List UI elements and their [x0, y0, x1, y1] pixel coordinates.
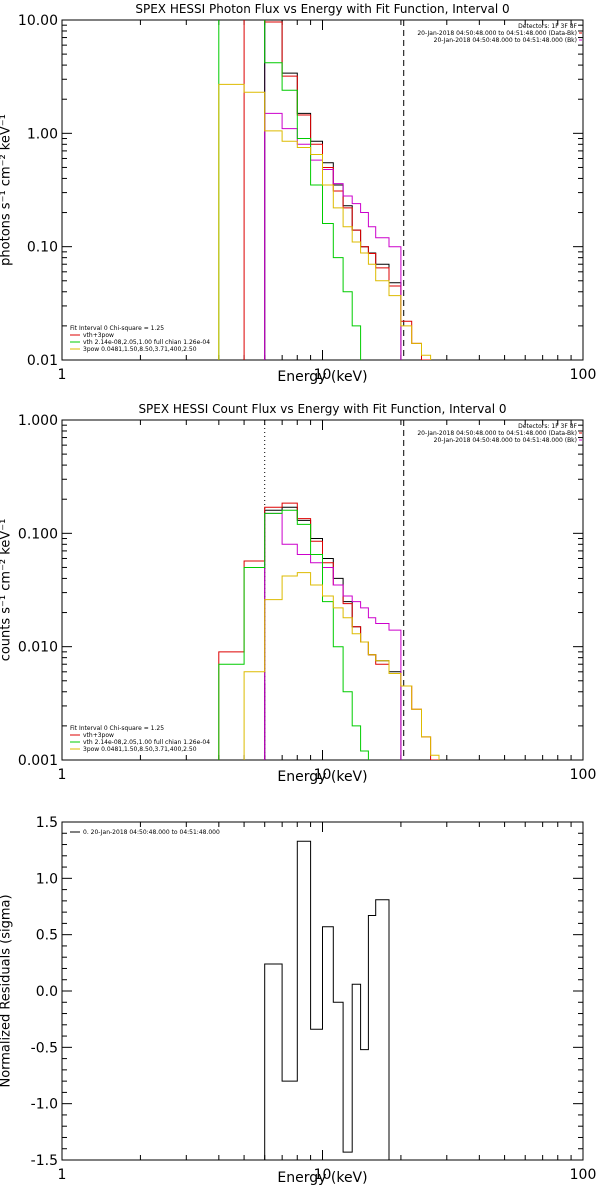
series-line-magenta [264, 512, 402, 760]
header-text: 20-Jan-2018 04:50:48.000 to 04:51:48.000… [417, 30, 577, 37]
x-axis-label: Energy (keV) [277, 369, 367, 385]
y-tick-label: 0.0 [36, 984, 58, 1000]
legend-title: Fit Interval 0 Chi-square = 1.25 [70, 325, 164, 332]
legend-label: 3pow 0.0481,1.50,8.50,3.71,400,2.50 [83, 346, 197, 353]
legend-label: vth+3pow [83, 332, 114, 339]
x-tick-label: 100 [570, 767, 597, 783]
y-tick-label: 1.0 [36, 871, 58, 887]
series-line-magenta [264, 112, 402, 360]
y-axis-label: counts s⁻¹ cm⁻² keV⁻¹ [0, 519, 14, 662]
header-text: Detectors: 1F 3F 8F [518, 23, 577, 30]
legend-title: Fit Interval 0 Chi-square = 1.25 [70, 725, 164, 732]
x-tick-label: 10 [314, 1167, 332, 1183]
series-line-black [264, 20, 402, 360]
x-tick-label: 10 [314, 367, 332, 383]
y-tick-label: 1.5 [36, 815, 58, 831]
series-line-green [218, 509, 369, 760]
chart-panel-2: SPEX HESSI Count Flux vs Energy with Fit… [0, 402, 597, 785]
chart-title: SPEX HESSI Count Flux vs Energy with Fit… [138, 402, 506, 416]
x-axis-label: Energy (keV) [277, 1170, 367, 1186]
y-tick-label: 0.01 [27, 353, 58, 369]
series-line-yellow [218, 83, 432, 360]
y-axis-label: Normalized Residuals (sigma) [0, 894, 14, 1087]
y-tick-label: -1.5 [31, 1153, 58, 1169]
y-tick-label: 0.001 [18, 753, 58, 769]
header-text: Detectors: 1F 3F 8F [518, 423, 577, 430]
x-tick-label: 1 [58, 367, 67, 383]
y-tick-label: 1.00 [27, 126, 58, 142]
y-tick-label: 0.100 [18, 526, 58, 542]
chart-panel-1: SPEX HESSI Photon Flux vs Energy with Fi… [0, 2, 597, 385]
header-text: 20-Jan-2018 04:50:48.000 to 04:51:48.000… [434, 437, 577, 444]
y-tick-label: -1.0 [31, 1097, 58, 1113]
x-tick-label: 1 [58, 767, 67, 783]
header-text: 20-Jan-2018 04:50:48.000 to 04:51:48.000… [417, 430, 577, 437]
x-tick-label: 100 [570, 367, 597, 383]
y-tick-label: 1.000 [18, 413, 58, 429]
x-axis-label: Energy (keV) [277, 769, 367, 785]
y-tick-label: 0.5 [36, 928, 58, 944]
y-tick-label: 0.010 [18, 640, 58, 656]
series-line-0-20-jan-2018-04-50-48-000-to-04-51-48-000 [264, 840, 390, 1160]
header-text: 20-Jan-2018 04:50:48.000 to 04:51:48.000… [434, 37, 577, 44]
series-line-red [243, 20, 432, 360]
legend-label: 3pow 0.0481,1.50,8.50,3.71,400,2.50 [83, 746, 197, 753]
x-tick-label: 1 [58, 1167, 67, 1183]
y-tick-label: 0.10 [27, 240, 58, 256]
legend-label: vth 2.14e-08,2.05,1.00 full chian 1.26e-… [83, 339, 210, 346]
x-tick-label: 10 [314, 767, 332, 783]
legend-label: vth+3pow [83, 732, 114, 739]
y-tick-label: -0.5 [31, 1040, 58, 1056]
y-axis-label: photons s⁻¹ cm⁻² keV⁻¹ [0, 114, 14, 266]
x-tick-label: 100 [570, 1167, 597, 1183]
chart-panel-3: Energy (keV) Normalized Residuals (sigma)… [0, 815, 597, 1186]
series-line-green [218, 20, 362, 360]
chart-title: SPEX HESSI Photon Flux vs Energy with Fi… [135, 2, 509, 16]
y-tick-label: 10.00 [18, 13, 58, 29]
series-line-red [218, 502, 440, 760]
series-line-yellow [243, 572, 440, 760]
series-line-black [264, 506, 402, 760]
legend-label: vth 2.14e-08,2.05,1.00 full chian 1.26e-… [83, 739, 210, 746]
legend-label: 0. 20-Jan-2018 04:50:48.000 to 04:51:48.… [83, 829, 220, 836]
